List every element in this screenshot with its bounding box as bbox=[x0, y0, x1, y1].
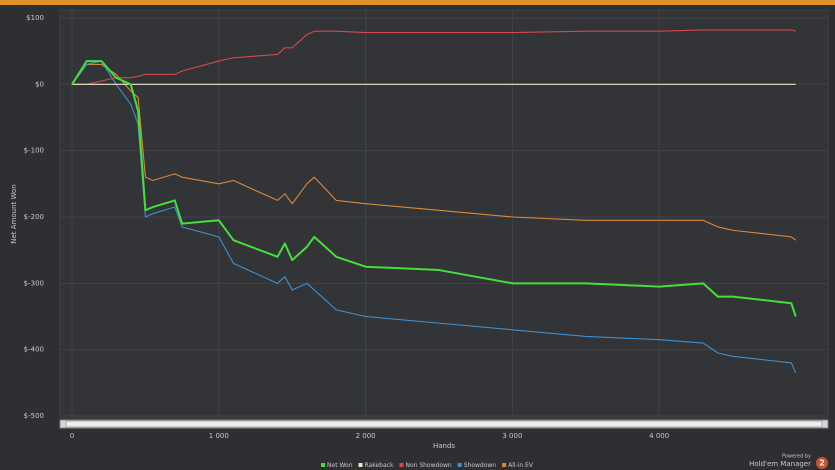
powered-by: Powered by bbox=[782, 454, 811, 460]
legend-label: Rakeback bbox=[365, 462, 394, 469]
legend-label: Non Showdown bbox=[405, 462, 451, 469]
y-tick-label: $-500 bbox=[24, 412, 44, 420]
plot-area bbox=[59, 9, 829, 419]
y-tick-label: $-100 bbox=[24, 147, 44, 155]
y-tick-label: $-300 bbox=[24, 279, 44, 287]
legend-swatch bbox=[502, 463, 507, 467]
y-tick-label: $0 bbox=[35, 80, 44, 88]
brand-badge bbox=[816, 457, 828, 469]
y-tick-label: $100 bbox=[26, 14, 44, 22]
x-tick-label: 1 000 bbox=[209, 432, 229, 440]
legend-swatch bbox=[321, 463, 326, 467]
series-line bbox=[72, 29, 796, 85]
legend-swatch bbox=[358, 463, 363, 467]
series-line bbox=[71, 60, 797, 374]
top-bar bbox=[0, 0, 835, 5]
legend-label: Net Won bbox=[327, 462, 353, 469]
legend-swatch bbox=[399, 463, 404, 467]
series-line bbox=[71, 60, 797, 317]
x-tick-label: 4 000 bbox=[649, 432, 669, 440]
scroll-thumb[interactable] bbox=[65, 420, 823, 428]
legend-label: Showdown bbox=[464, 462, 497, 469]
brand-name: Hold'em Manager bbox=[749, 460, 811, 468]
y-tick-label: $-400 bbox=[24, 346, 44, 354]
x-tick-label: 3 000 bbox=[502, 432, 522, 440]
y-tick-label: $-200 bbox=[24, 213, 44, 221]
legend-swatch bbox=[457, 463, 462, 467]
y-axis-label: Net Amount Won bbox=[10, 184, 18, 243]
x-tick-label: 0 bbox=[70, 432, 74, 440]
x-tick-label: 2 000 bbox=[356, 432, 376, 440]
brand-badge-text: 2 bbox=[819, 459, 825, 468]
legend-label: All-in EV bbox=[508, 462, 534, 469]
x-axis-label: Hands bbox=[433, 442, 455, 450]
